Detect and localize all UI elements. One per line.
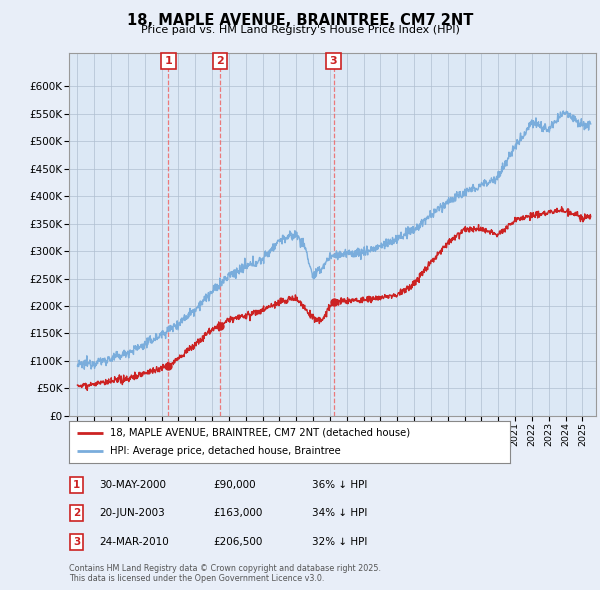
Text: £163,000: £163,000 (213, 509, 262, 518)
Text: 2: 2 (216, 56, 224, 66)
Text: 36% ↓ HPI: 36% ↓ HPI (312, 480, 367, 490)
Text: 24-MAR-2010: 24-MAR-2010 (99, 537, 169, 546)
Text: £90,000: £90,000 (213, 480, 256, 490)
Text: 2: 2 (73, 509, 80, 518)
Text: Contains HM Land Registry data © Crown copyright and database right 2025.
This d: Contains HM Land Registry data © Crown c… (69, 563, 381, 583)
Text: £206,500: £206,500 (213, 537, 262, 546)
Text: 34% ↓ HPI: 34% ↓ HPI (312, 509, 367, 518)
Text: 18, MAPLE AVENUE, BRAINTREE, CM7 2NT (detached house): 18, MAPLE AVENUE, BRAINTREE, CM7 2NT (de… (110, 428, 410, 438)
Text: 3: 3 (73, 537, 80, 546)
Text: 20-JUN-2003: 20-JUN-2003 (99, 509, 165, 518)
Text: 18, MAPLE AVENUE, BRAINTREE, CM7 2NT: 18, MAPLE AVENUE, BRAINTREE, CM7 2NT (127, 13, 473, 28)
Text: Price paid vs. HM Land Registry's House Price Index (HPI): Price paid vs. HM Land Registry's House … (140, 25, 460, 35)
Text: 1: 1 (164, 56, 172, 66)
Text: 30-MAY-2000: 30-MAY-2000 (99, 480, 166, 490)
Text: 32% ↓ HPI: 32% ↓ HPI (312, 537, 367, 546)
Text: 3: 3 (330, 56, 337, 66)
Text: 1: 1 (73, 480, 80, 490)
Text: HPI: Average price, detached house, Braintree: HPI: Average price, detached house, Brai… (110, 446, 341, 456)
